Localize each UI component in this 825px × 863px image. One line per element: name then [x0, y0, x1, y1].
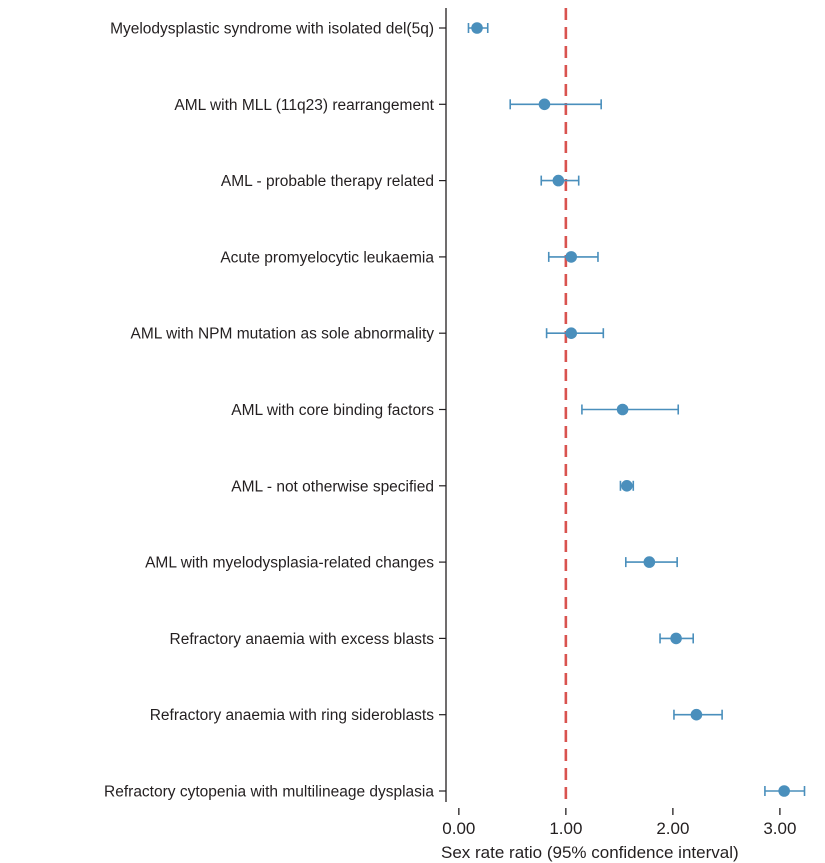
point-estimate [553, 175, 565, 187]
forest-row [660, 633, 693, 645]
data-marks [468, 22, 804, 797]
category-label: AML - not otherwise specified [231, 478, 434, 495]
axis-layer [439, 8, 446, 802]
category-label: AML with myelodysplasia-related changes [145, 555, 434, 572]
forest-row [541, 175, 578, 187]
forest-row [620, 480, 633, 492]
category-label: Refractory anaemia with excess blasts [170, 631, 435, 648]
point-estimate [670, 633, 682, 645]
x-tick-label: 0.00 [442, 819, 475, 838]
forest-row [674, 709, 722, 721]
x-tick-label: 2.00 [656, 819, 689, 838]
category-label: Acute promyelocytic leukaemia [220, 249, 434, 266]
forest-row [510, 99, 601, 111]
point-estimate [471, 22, 483, 34]
forest-row [626, 556, 677, 568]
x-tick-label: 1.00 [549, 819, 582, 838]
point-estimate [617, 404, 629, 416]
point-estimate [621, 480, 633, 492]
category-labels: Myelodysplastic syndrome with isolated d… [104, 21, 435, 801]
forest-row [468, 22, 487, 34]
point-estimate [778, 785, 790, 797]
x-tick-label: 3.00 [763, 819, 796, 838]
category-label: AML with core binding factors [231, 402, 434, 419]
point-estimate [539, 99, 551, 111]
category-label: AML - probable therapy related [221, 173, 434, 190]
forest-row [549, 251, 598, 263]
category-label: AML with MLL (11q23) rearrangement [174, 97, 434, 114]
forest-row [547, 327, 604, 339]
forest-row [765, 785, 805, 797]
point-estimate [644, 556, 656, 568]
category-label: Myelodysplastic syndrome with isolated d… [110, 21, 434, 38]
category-label: Refractory anaemia with ring sideroblast… [150, 707, 435, 724]
x-axis-ticks: 0.00 1.00 2.00 3.00 [442, 808, 796, 838]
point-estimate [565, 251, 577, 263]
category-label: Refractory cytopenia with multilineage d… [104, 784, 434, 801]
point-estimate [565, 327, 577, 339]
forest-row [582, 404, 678, 416]
category-label: AML with NPM mutation as sole abnormalit… [130, 326, 434, 343]
point-estimate [691, 709, 703, 721]
x-axis-label: Sex rate ratio (95% confidence interval) [441, 843, 739, 862]
